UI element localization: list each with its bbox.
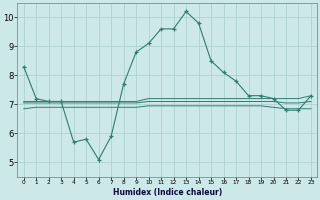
X-axis label: Humidex (Indice chaleur): Humidex (Indice chaleur) (113, 188, 222, 197)
